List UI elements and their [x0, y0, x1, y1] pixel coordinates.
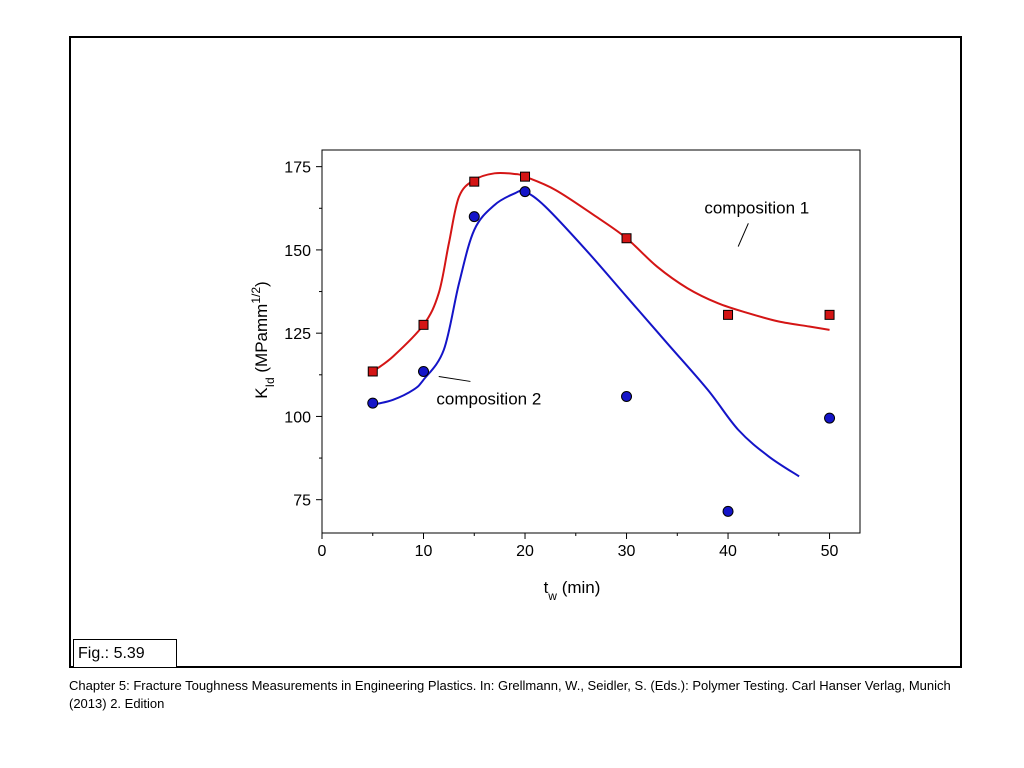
data-point-series-2 — [519, 186, 531, 198]
y-tick-label: 75 — [293, 493, 311, 510]
data-point-series-1 — [520, 171, 531, 182]
figure-frame — [69, 36, 962, 668]
figure-caption: Chapter 5: Fracture Toughness Measuremen… — [69, 678, 951, 711]
plot-area — [321, 149, 861, 534]
data-point-series-1 — [469, 176, 480, 187]
x-tick-label: 50 — [821, 543, 839, 560]
fit-curve-series-1 — [372, 171, 830, 373]
data-point-series-1 — [723, 309, 734, 320]
data-point-series-2 — [722, 505, 734, 517]
x-tick-label: 30 — [618, 543, 636, 560]
y-tick-label: 175 — [284, 160, 311, 177]
x-tick-label: 10 — [415, 543, 433, 560]
annotation-leader-line — [438, 375, 471, 382]
data-point-series-1 — [621, 233, 632, 244]
data-point-series-2 — [418, 365, 430, 377]
x-tick-label: 20 — [516, 543, 534, 560]
data-point-series-2 — [621, 390, 633, 402]
data-point-series-1 — [824, 309, 835, 320]
x-tick-label: 40 — [719, 543, 737, 560]
data-point-series-1 — [367, 366, 378, 377]
annotation-label-2: composition 2 — [436, 389, 541, 408]
x-axis-title: tw (min) — [544, 578, 601, 603]
annotation-label-1: composition 1 — [704, 198, 809, 217]
data-point-series-2 — [367, 397, 379, 409]
y-tick-label: 125 — [284, 326, 311, 343]
y-tick-label: 150 — [284, 243, 311, 260]
data-point-series-2 — [824, 412, 836, 424]
data-point-series-2 — [468, 211, 480, 223]
fit-curve-series-2 — [372, 189, 800, 478]
y-axis-title: KId (MPamm1/2) — [249, 281, 277, 398]
annotation-leader-line — [737, 223, 749, 247]
data-point-series-1 — [418, 319, 429, 330]
x-tick-label: 0 — [318, 543, 327, 560]
figure-label: Fig.: 5.39 — [73, 639, 177, 668]
y-tick-label: 100 — [284, 409, 311, 426]
